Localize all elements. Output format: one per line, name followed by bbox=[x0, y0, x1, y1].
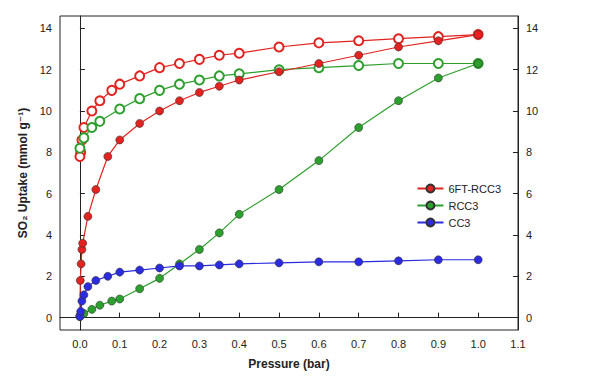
svg-text:2: 2 bbox=[526, 270, 532, 282]
svg-text:12: 12 bbox=[40, 64, 52, 76]
svg-text:0.1: 0.1 bbox=[112, 338, 127, 350]
svg-text:14: 14 bbox=[526, 22, 538, 34]
svg-text:4: 4 bbox=[46, 229, 52, 241]
svg-text:0.5: 0.5 bbox=[271, 338, 286, 350]
svg-text:12: 12 bbox=[526, 64, 538, 76]
svg-text:0.8: 0.8 bbox=[391, 338, 406, 350]
svg-text:RCC3: RCC3 bbox=[448, 200, 478, 212]
svg-text:10: 10 bbox=[40, 105, 52, 117]
svg-text:4: 4 bbox=[526, 229, 532, 241]
svg-text:0.0: 0.0 bbox=[72, 338, 87, 350]
svg-text:0.3: 0.3 bbox=[192, 338, 207, 350]
svg-text:CC3: CC3 bbox=[448, 217, 470, 229]
svg-text:0.6: 0.6 bbox=[311, 338, 326, 350]
svg-text:14: 14 bbox=[40, 22, 52, 34]
svg-text:6FT-RCC3: 6FT-RCC3 bbox=[448, 183, 501, 195]
svg-text:2: 2 bbox=[46, 270, 52, 282]
svg-text:8: 8 bbox=[526, 146, 532, 158]
svg-text:8: 8 bbox=[46, 146, 52, 158]
svg-text:1.1: 1.1 bbox=[510, 338, 525, 350]
svg-text:Pressure (bar): Pressure (bar) bbox=[248, 357, 329, 371]
svg-text:10: 10 bbox=[526, 105, 538, 117]
svg-text:0.7: 0.7 bbox=[351, 338, 366, 350]
svg-text:0: 0 bbox=[526, 312, 532, 324]
svg-text:0.2: 0.2 bbox=[152, 338, 167, 350]
svg-text:SO₂ Uptake (mmol g⁻¹): SO₂ Uptake (mmol g⁻¹) bbox=[16, 108, 30, 238]
svg-text:0.4: 0.4 bbox=[232, 338, 247, 350]
svg-text:1.0: 1.0 bbox=[471, 338, 486, 350]
svg-text:6: 6 bbox=[46, 188, 52, 200]
svg-text:0: 0 bbox=[46, 312, 52, 324]
svg-text:0.9: 0.9 bbox=[431, 338, 446, 350]
svg-text:6: 6 bbox=[526, 188, 532, 200]
